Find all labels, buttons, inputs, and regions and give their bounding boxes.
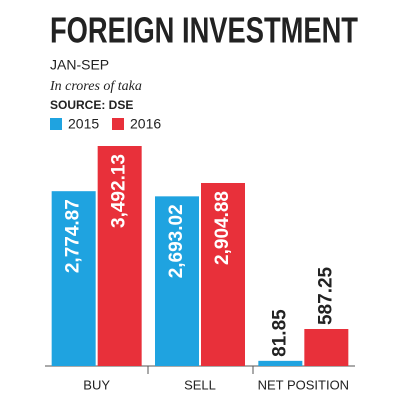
value-label: 3,492.13 [109,154,130,228]
x-tick-label: SELL [184,377,216,392]
bar [304,329,349,366]
value-label: 2,904.88 [212,191,233,265]
bar [155,196,199,366]
bar [97,146,142,366]
value-label: 81.85 [269,309,290,357]
chart-title: FOREIGN INVESTMENT [50,10,358,51]
value-label: 587.25 [315,266,336,325]
legend-swatch [50,118,62,130]
subtitle: JAN-SEP [50,57,109,73]
legend-swatch [112,118,124,130]
value-label: 2,774.87 [63,199,84,273]
bar [258,360,303,366]
x-tick-label: BUY [83,377,110,392]
legend-label: 2016 [130,116,161,132]
legend-label: 2015 [68,116,99,132]
bar [201,182,245,366]
source: SOURCE: DSE [50,98,133,112]
value-label: 2,693.02 [166,204,187,278]
bar [51,191,96,366]
x-tick-label: NET POSITION [258,377,350,392]
note: In crores of taka [49,79,142,94]
